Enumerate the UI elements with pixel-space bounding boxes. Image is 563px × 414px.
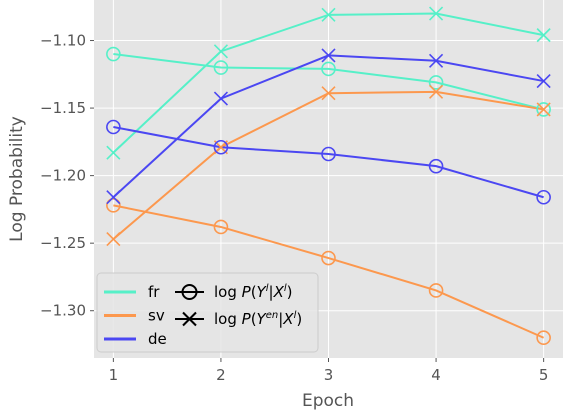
legend-markers: log P(Yl|Xl) log P(Yen|Xl) bbox=[175, 283, 302, 328]
legend-box bbox=[96, 272, 319, 353]
y-tick-label: −1.15 bbox=[40, 99, 86, 117]
legend-label-fr: fr bbox=[148, 283, 160, 301]
legend-circle-label: log P(Yl|Xl) bbox=[214, 283, 292, 301]
data-point-de-circle bbox=[428, 158, 444, 174]
data-point-sv-circle bbox=[106, 198, 121, 213]
legend-x-icon bbox=[182, 311, 197, 327]
data-point-fr-circle bbox=[428, 75, 444, 90]
grid-lines bbox=[94, 0, 563, 358]
legend-label-sv: sv bbox=[148, 307, 165, 325]
data-point-de-circle bbox=[536, 189, 551, 205]
series-line-fr-circle bbox=[113, 53, 544, 111]
data-point-fr-x bbox=[321, 7, 336, 22]
data-point-fr-x bbox=[106, 145, 121, 160]
data-point-sv-x bbox=[321, 86, 336, 101]
data-point-sv-x bbox=[106, 232, 121, 247]
data-point-fr-circle bbox=[536, 102, 551, 117]
y-axis-ticks: −1.30 −1.25 −1.20 −1.15 −1.10 bbox=[40, 32, 94, 320]
legend-x-label: log P(Yen|Xl) bbox=[214, 310, 302, 328]
x-axis-ticks: 1 2 3 4 5 bbox=[109, 358, 549, 384]
data-point-sv-x bbox=[429, 84, 444, 99]
data-point-sv-circle bbox=[428, 283, 444, 298]
data-point-fr-circle bbox=[106, 46, 121, 62]
data-point-fr-circle bbox=[213, 60, 229, 75]
data-point-sv-circle bbox=[213, 219, 229, 235]
x-tick-label: 2 bbox=[216, 366, 226, 384]
y-tick-label: −1.10 bbox=[40, 32, 86, 50]
data-point-de-x bbox=[536, 73, 551, 89]
series-markers bbox=[106, 6, 551, 346]
data-point-de-x bbox=[213, 91, 228, 106]
data-point-sv-circle bbox=[321, 250, 336, 266]
series-line-de-circle bbox=[113, 126, 544, 199]
data-point-sv-circle bbox=[536, 330, 551, 346]
data-point-fr-x bbox=[213, 44, 228, 59]
data-point-fr-x bbox=[429, 6, 444, 21]
data-point-fr-x bbox=[536, 28, 551, 43]
x-tick-label: 4 bbox=[431, 366, 441, 384]
data-point-de-circle bbox=[321, 146, 336, 162]
data-point-de-x bbox=[429, 53, 444, 68]
legend-circle-icon bbox=[181, 284, 198, 300]
x-tick-label: 1 bbox=[109, 366, 119, 384]
x-tick-label: 3 bbox=[324, 366, 334, 384]
legend: fr sv de log P(Yl|Xl) log P(Yen|Xl) bbox=[96, 272, 319, 353]
data-point-sv-x bbox=[536, 102, 551, 117]
data-point-de-circle bbox=[106, 119, 121, 135]
series-line-sv-circle bbox=[113, 204, 545, 339]
data-point-fr-circle bbox=[321, 61, 336, 77]
legend-languages: fr sv de bbox=[104, 283, 167, 348]
y-axis-label: Log Probability bbox=[7, 116, 27, 242]
legend-label-de: de bbox=[148, 330, 167, 348]
y-tick-label: −1.20 bbox=[40, 167, 86, 185]
data-point-de-x bbox=[321, 48, 336, 63]
y-tick-label: −1.30 bbox=[40, 302, 86, 320]
x-axis-label: Epoch bbox=[302, 391, 354, 411]
data-point-de-circle bbox=[213, 139, 229, 155]
y-tick-label: −1.25 bbox=[40, 234, 86, 252]
data-point-de-x bbox=[106, 190, 121, 205]
x-tick-label: 5 bbox=[539, 366, 549, 384]
